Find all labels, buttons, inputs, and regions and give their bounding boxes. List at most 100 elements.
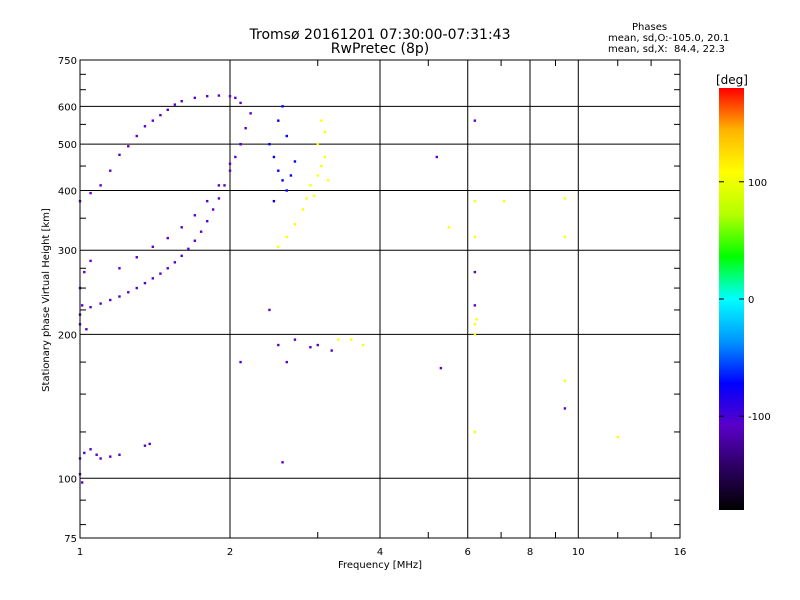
data-point <box>80 481 84 484</box>
data-point <box>473 304 477 307</box>
data-point <box>143 125 147 128</box>
data-point <box>563 379 567 382</box>
x-tick-label: 16 <box>674 547 687 558</box>
data-point <box>199 230 203 233</box>
data-point <box>268 308 271 312</box>
y-tick-label: 75 <box>64 534 77 545</box>
data-point <box>217 197 221 200</box>
data-point <box>228 169 232 172</box>
data-point <box>293 338 297 341</box>
data-point <box>473 199 477 203</box>
data-point <box>323 130 327 134</box>
data-point <box>180 226 183 229</box>
data-point <box>473 323 477 326</box>
y-tick-label: 300 <box>58 246 77 257</box>
data-point <box>127 291 130 294</box>
colorbar-tick-label: 0 <box>748 295 754 306</box>
data-point <box>89 448 92 451</box>
data-point <box>475 318 478 321</box>
data-point <box>118 295 121 298</box>
data-point <box>151 277 155 280</box>
data-point <box>316 343 319 347</box>
data-point <box>563 235 567 239</box>
x-tick-label: 1 <box>77 547 83 558</box>
colorbar-ticks: -100 0 100 <box>719 178 771 423</box>
data-point <box>135 134 138 138</box>
data-point <box>166 267 169 270</box>
data-point <box>109 169 112 172</box>
colorbar-tick-label: 100 <box>748 178 767 189</box>
y-tick-label: 750 <box>58 56 77 67</box>
data-point <box>95 453 98 456</box>
y-tick-label: 200 <box>58 330 77 341</box>
x-tick-label: 10 <box>572 547 585 558</box>
data-point <box>118 153 121 157</box>
colorbar-tick-label: -100 <box>748 412 771 423</box>
data-point <box>435 155 438 159</box>
data-point <box>234 155 237 159</box>
plot-frame <box>79 59 681 539</box>
data-point <box>309 184 312 187</box>
data-point <box>361 343 365 347</box>
data-point <box>285 235 288 239</box>
data-point <box>159 113 162 117</box>
data-points <box>78 94 619 484</box>
data-point <box>135 286 138 290</box>
data-point <box>330 349 333 352</box>
y-axis-label: Stationary phase Virtual Height [km] <box>41 208 52 392</box>
page-subtitle: RwPretec (8p) <box>330 41 430 57</box>
data-point <box>211 208 215 211</box>
data-point <box>99 457 102 460</box>
data-point <box>151 245 155 248</box>
data-point <box>239 101 242 105</box>
axis-ticks: 1 2 4 6 8 10 16 75 100 200 300 400 500 600 750 <box>58 56 686 558</box>
data-point <box>193 96 197 100</box>
data-point <box>309 346 312 349</box>
data-point <box>301 208 305 211</box>
data-point <box>502 199 506 203</box>
data-point <box>320 164 323 168</box>
data-point <box>616 435 619 439</box>
y-tick-label: 100 <box>58 474 77 485</box>
data-point <box>143 281 147 285</box>
data-point <box>151 119 155 122</box>
data-point <box>281 179 284 182</box>
data-point <box>217 94 221 97</box>
data-point <box>109 455 112 458</box>
data-point <box>85 328 88 331</box>
data-point <box>83 451 86 455</box>
data-point <box>193 214 197 217</box>
data-point <box>268 142 271 146</box>
data-point <box>180 99 183 103</box>
data-point <box>99 302 102 305</box>
data-point <box>244 126 247 130</box>
data-point <box>166 236 169 240</box>
data-point <box>293 160 297 163</box>
data-point <box>193 239 197 242</box>
data-point <box>327 179 330 182</box>
data-point <box>563 197 567 200</box>
data-point <box>159 272 162 275</box>
x-tick-label: 4 <box>377 547 383 558</box>
data-point <box>563 407 567 410</box>
data-point <box>323 155 327 159</box>
y-tick-label: 400 <box>58 186 77 197</box>
data-point <box>173 261 177 264</box>
data-point <box>277 343 280 347</box>
data-point <box>205 199 209 203</box>
data-point <box>473 270 477 274</box>
data-point <box>473 333 477 336</box>
data-point <box>473 430 477 434</box>
data-point <box>473 235 477 239</box>
data-point <box>205 220 209 223</box>
data-point <box>473 119 477 122</box>
data-point <box>312 194 316 197</box>
data-point <box>272 199 276 203</box>
data-point <box>118 267 121 270</box>
data-point <box>289 174 293 177</box>
data-point <box>439 366 443 370</box>
data-point <box>234 96 237 100</box>
phases-x-stats: mean, sd,X: 84.4, 22.3 <box>608 44 725 55</box>
data-point <box>109 298 112 302</box>
